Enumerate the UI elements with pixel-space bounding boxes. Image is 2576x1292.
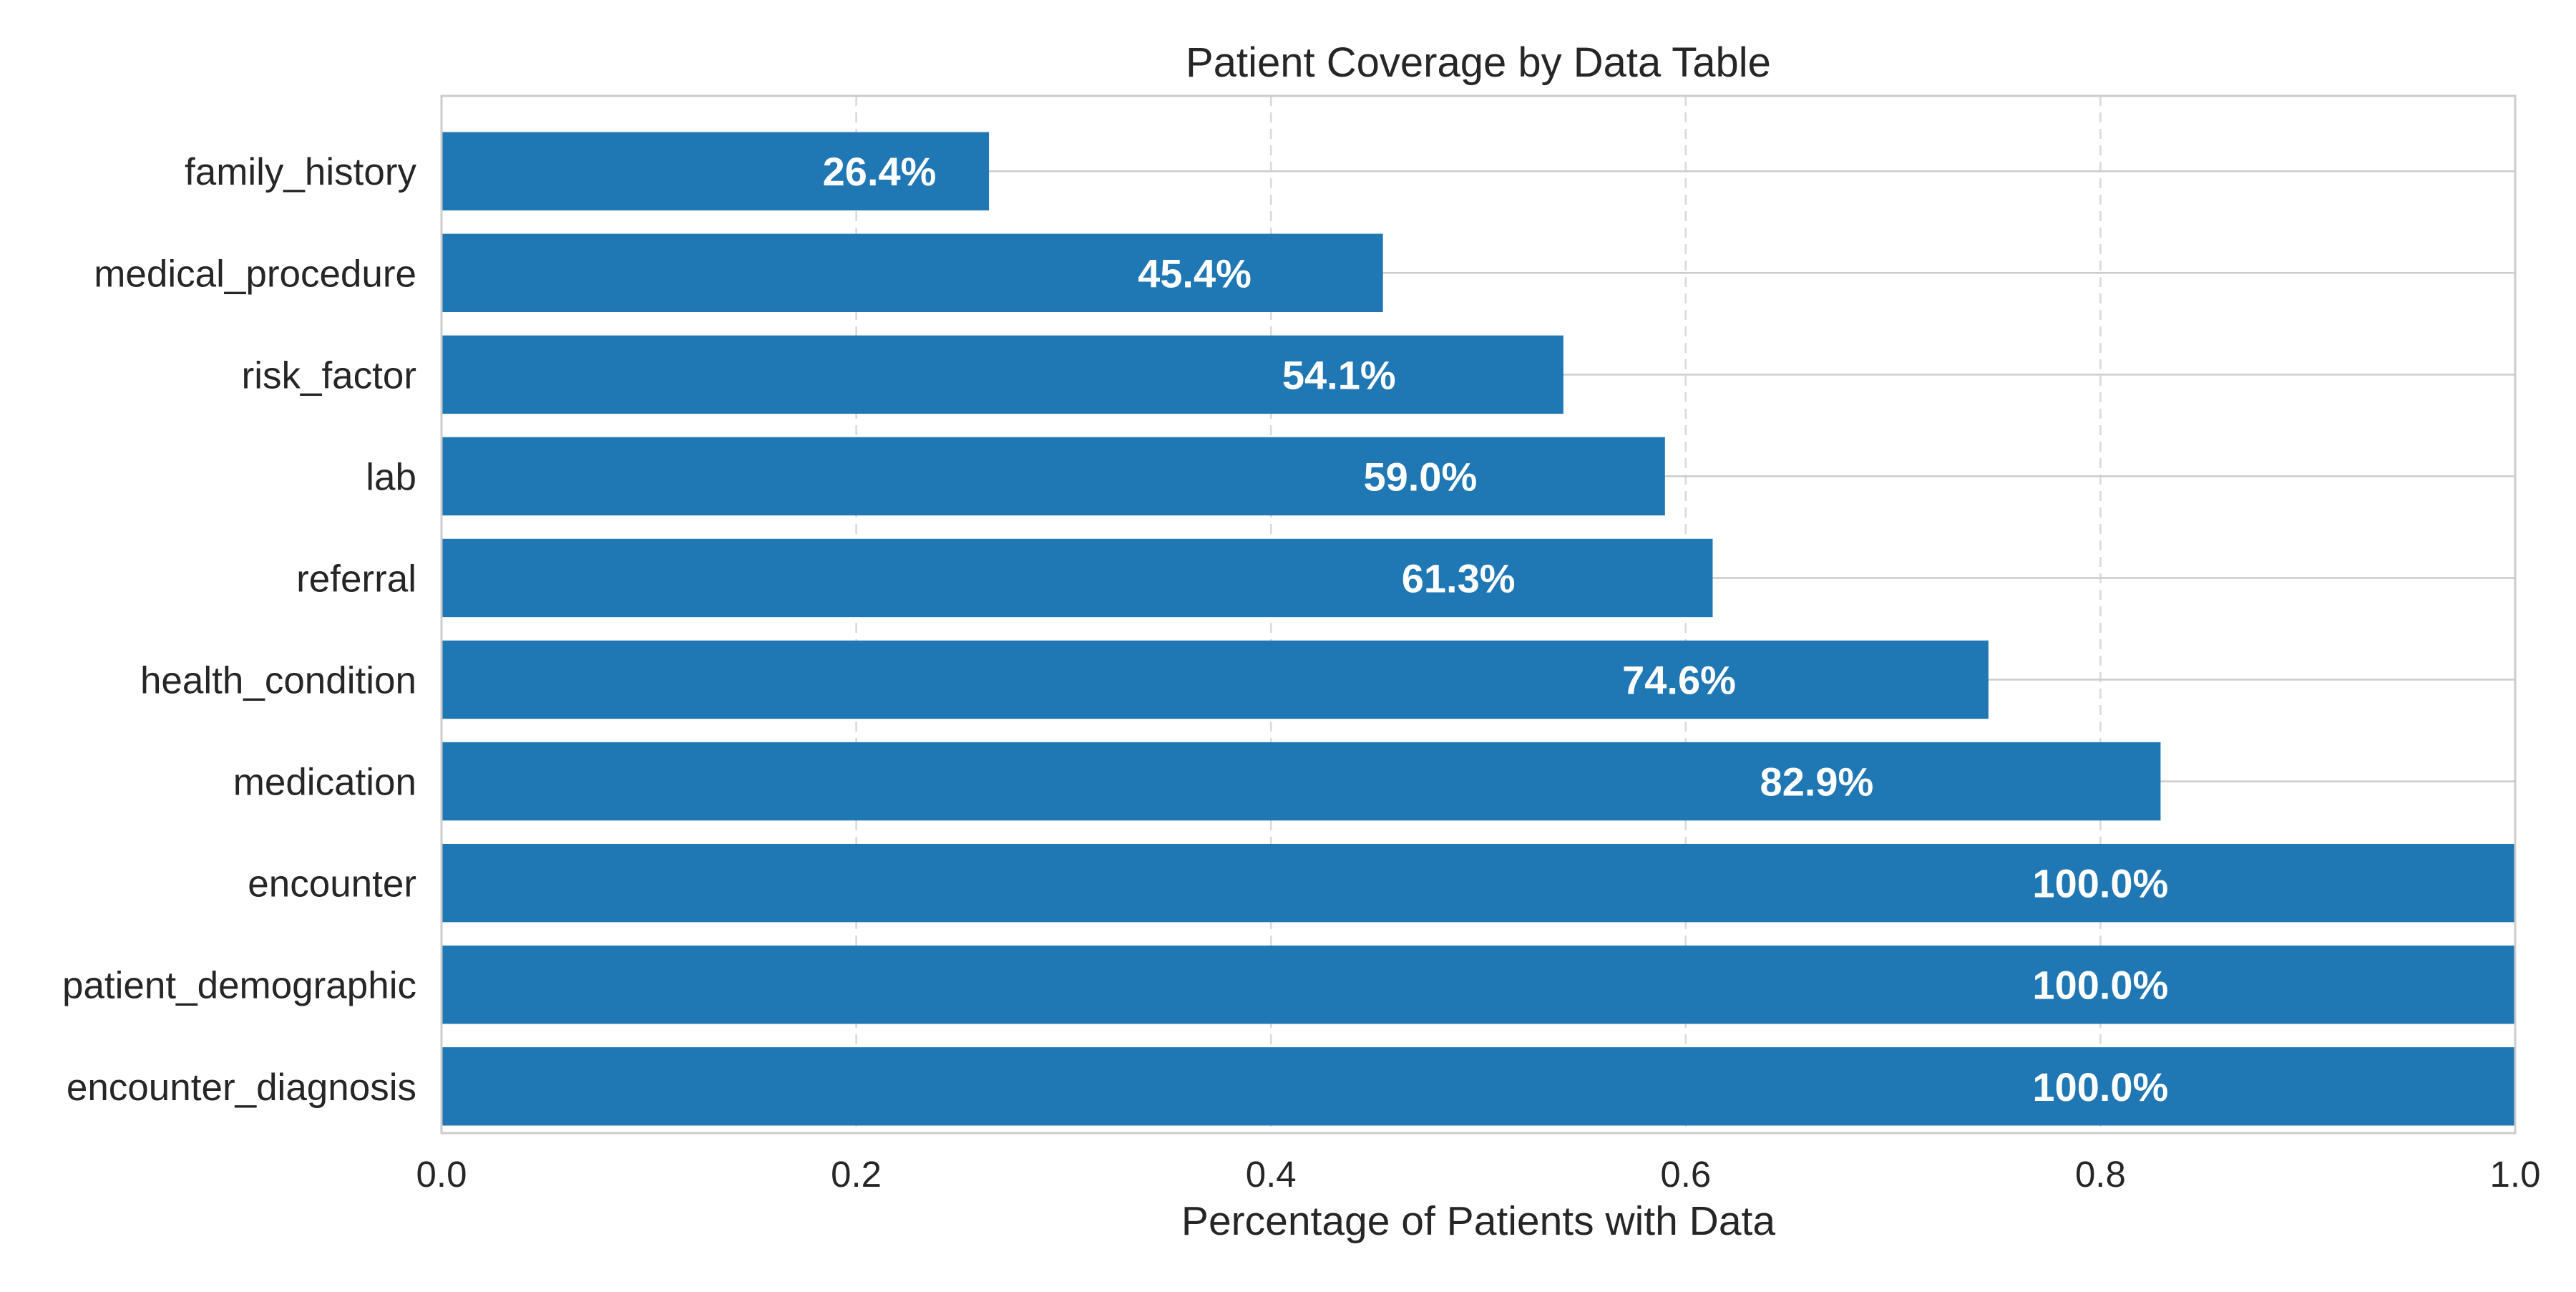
bar-value-label: 82.9% [1760, 759, 1874, 805]
bar-value-label: 100.0% [2032, 963, 2168, 1008]
y-tick-label: lab [366, 456, 416, 498]
y-tick-label: risk_factor [242, 354, 416, 397]
x-tick-labels: 0.0 0.2 0.4 0.6 0.8 1.0 [416, 1154, 2541, 1195]
bar-layer [441, 132, 2515, 1126]
plot-frame [440, 94, 2517, 1135]
bar-medication [441, 742, 2161, 821]
x-tick-label: 0.6 [1660, 1154, 1711, 1195]
bar-value-label: 45.4% [1138, 251, 1252, 296]
y-tick-label: medication [233, 762, 416, 804]
bar-value-label: 100.0% [2032, 1064, 2168, 1109]
x-axis-label: Percentage of Patients with Data [1181, 1198, 1775, 1244]
bar-value-label: 74.6% [1622, 658, 1736, 703]
chart-title: Patient Coverage by Data Table [1186, 39, 1771, 86]
bar-family-history [441, 132, 990, 210]
bar-encounter [441, 843, 2515, 923]
bar-encounter-diagnosis [441, 1047, 2515, 1126]
bar-medical-procedure [441, 233, 1383, 312]
bar-value-label: 61.3% [1402, 555, 1516, 601]
y-tick-label: medical_procedure [94, 253, 416, 295]
x-tick-label: 0.2 [831, 1154, 882, 1195]
bar-risk-factor [441, 335, 1563, 414]
bar-patient-demographic [441, 946, 2515, 1024]
y-tick-labels: family_history medical_procedure risk_fact… [62, 151, 417, 1109]
bar-value-label: 59.0% [1363, 454, 1477, 499]
bar-value-label: 100.0% [2032, 861, 2168, 906]
bar-referral [441, 538, 1713, 618]
bar-health-condition [441, 640, 1989, 719]
x-tick-label: 0.0 [416, 1154, 467, 1195]
y-tick-label: encounter_diagnosis [67, 1067, 416, 1109]
x-tick-label: 0.4 [1246, 1154, 1297, 1195]
x-tick-label: 1.0 [2490, 1154, 2541, 1195]
bar-lab [441, 437, 1665, 516]
bar-label-layer: 26.4% 45.4% 54.1% 59.0% 61.3% 74.6% 82.9% 100.0… [823, 149, 2169, 1109]
bar-value-label: 26.4% [823, 149, 937, 194]
x-tick-label: 0.8 [2075, 1154, 2126, 1195]
y-tick-label: patient_demographic [62, 965, 416, 1007]
y-tick-label: family_history [185, 151, 416, 193]
y-tick-label: encounter [248, 863, 416, 905]
y-tick-label: health_condition [140, 660, 416, 702]
bar-value-label: 54.1% [1282, 352, 1396, 397]
y-tick-label: referral [296, 558, 416, 600]
